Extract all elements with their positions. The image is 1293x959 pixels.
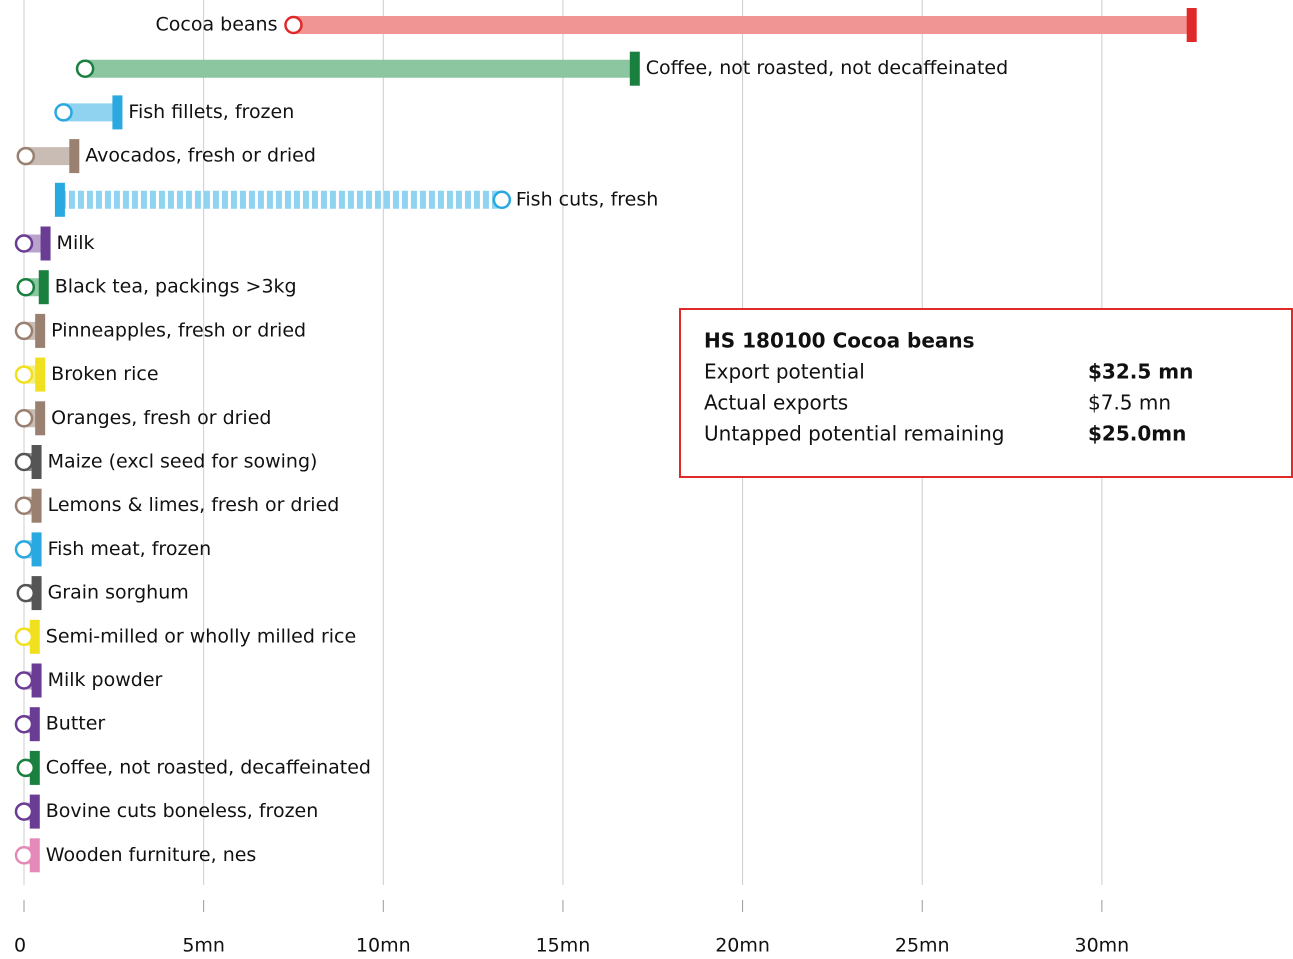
potential-marker (29, 838, 40, 873)
actual-marker (492, 190, 512, 210)
potential-marker (31, 445, 42, 479)
tooltip-label: Untapped potential remaining (704, 422, 1004, 446)
x-tick-label: 25mn (895, 935, 950, 957)
actual-marker (14, 496, 34, 515)
actual-marker (14, 409, 34, 428)
category-label: Coffee, not roasted, decaffeinated (46, 756, 371, 778)
potential-marker (29, 707, 40, 742)
potential-marker (31, 576, 42, 611)
actual-marker (284, 15, 303, 35)
potential-marker (69, 139, 80, 174)
category-label: Milk (57, 232, 95, 254)
x-tick-label: 15mn (536, 935, 591, 957)
actual-marker (14, 365, 34, 384)
potential-marker (38, 270, 49, 305)
potential-marker (35, 313, 46, 348)
x-tick-label: 0 (14, 935, 26, 957)
actual-marker (14, 540, 34, 559)
tooltip-value: $25.0mn (1088, 422, 1186, 446)
actual-marker (14, 802, 34, 821)
category-label: Pinneapples, fresh or dried (51, 319, 306, 341)
category-label: Grain sorghum (48, 582, 189, 604)
x-tick-label: 20mn (715, 935, 770, 957)
category-label: Fish cuts, fresh (516, 188, 658, 210)
actual-marker (14, 714, 34, 734)
potential-marker (29, 794, 40, 829)
category-label: Fish fillets, frozen (128, 101, 294, 123)
actual-marker (16, 583, 36, 603)
category-label: Maize (excl seed for sowing) (48, 451, 318, 473)
potential-marker (35, 357, 46, 392)
category-label: Avocados, fresh or dried (85, 145, 316, 167)
x-tick-label: 30mn (1075, 935, 1130, 957)
actual-marker (16, 758, 36, 778)
potential-marker (54, 182, 65, 217)
category-label: Fish meat, frozen (48, 538, 212, 560)
potential-marker (31, 663, 42, 698)
category-label: Coffee, not roasted, not decaffeinated (646, 57, 1008, 79)
category-label: Bovine cuts boneless, frozen (46, 800, 319, 822)
tooltip-label: Actual exports (704, 391, 848, 415)
potential-marker (29, 619, 40, 654)
tooltip-label: Export potential (704, 360, 865, 384)
potential-marker (112, 95, 123, 130)
x-tick-label: 5mn (182, 935, 225, 957)
actual-marker (16, 277, 36, 297)
actual-marker (16, 146, 36, 166)
tooltip: HS 180100 Cocoa beans Export potential $3… (679, 308, 1293, 478)
category-label: Semi-milled or wholly milled rice (46, 625, 356, 647)
actual-marker (14, 627, 34, 647)
tooltip-box (679, 308, 1293, 478)
potential-marker (31, 532, 42, 567)
tooltip-value: $7.5 mn (1088, 391, 1171, 415)
tooltip-value: $32.5 mn (1088, 360, 1193, 384)
potential-marker (35, 401, 46, 436)
actual-marker (54, 103, 73, 122)
potential-marker (31, 488, 42, 523)
category-label: Butter (46, 713, 106, 735)
tooltip-title: HS 180100 Cocoa beans (704, 329, 975, 353)
actual-marker (14, 321, 34, 341)
category-label: Cocoa beans (155, 14, 277, 36)
category-label: Broken rice (51, 363, 158, 385)
actual-marker (75, 59, 95, 78)
category-label: Wooden furniture, nes (46, 844, 257, 866)
actual-marker (14, 234, 34, 253)
potential-marker (40, 226, 51, 261)
potential-marker (629, 51, 640, 86)
actual-marker (14, 846, 34, 865)
category-label: Lemons & limes, fresh or dried (48, 494, 340, 516)
actual-marker (14, 452, 34, 472)
x-tick-label: 10mn (356, 935, 411, 957)
actual-marker (14, 671, 34, 690)
category-label: Milk powder (48, 669, 163, 691)
potential-marker (1186, 8, 1197, 42)
category-label: Black tea, packings >3kg (55, 276, 297, 298)
category-label: Oranges, fresh or dried (51, 407, 271, 429)
